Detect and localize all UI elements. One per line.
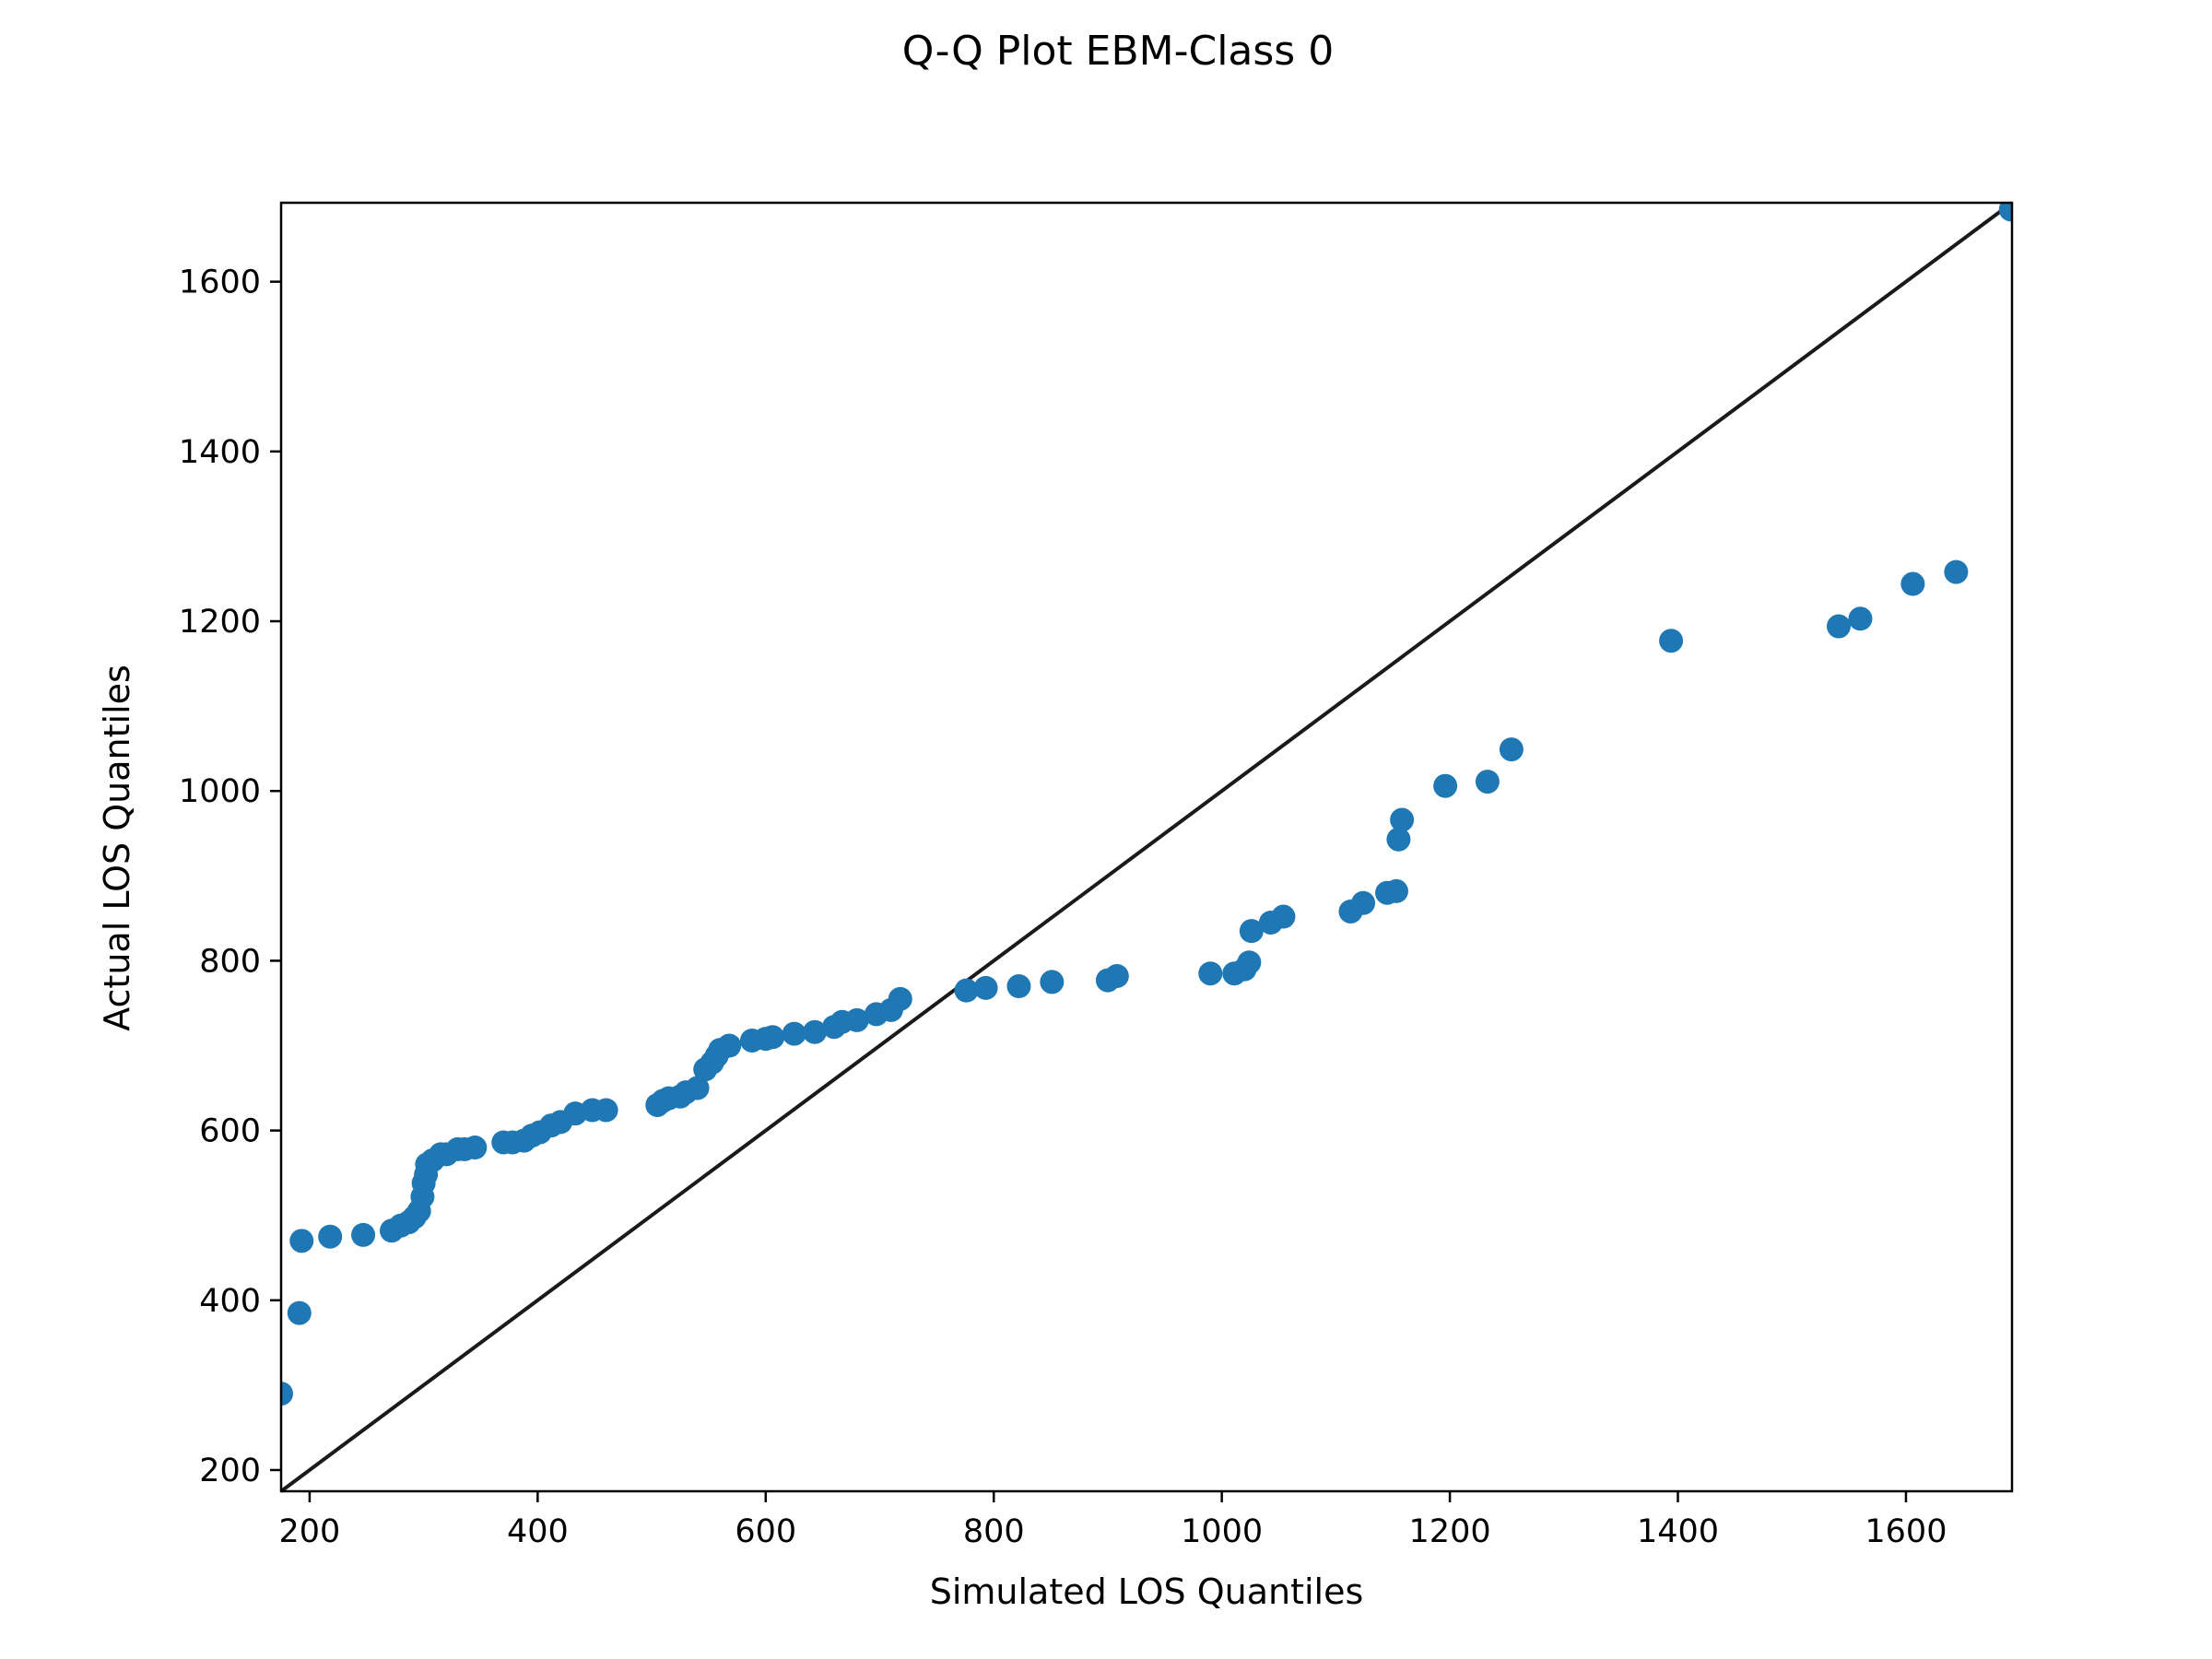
y-tick-label: 1600	[179, 265, 261, 301]
data-point	[1475, 770, 1500, 794]
x-axis-label: Simulated LOS Quantiles	[930, 1571, 1364, 1612]
data-point	[844, 1007, 869, 1032]
data-point	[1383, 878, 1408, 903]
data-point	[802, 1019, 827, 1044]
data-point	[1351, 890, 1376, 915]
y-tick-label: 600	[199, 1113, 261, 1150]
y-tick-label: 1200	[179, 604, 261, 641]
y-tick-label: 200	[199, 1453, 261, 1489]
data-point	[782, 1021, 806, 1046]
x-tick-label: 1600	[1865, 1513, 1947, 1550]
y-tick-label: 1000	[179, 773, 261, 810]
data-point	[1826, 614, 1851, 639]
plot-frame	[279, 201, 2014, 1493]
data-point	[685, 1076, 710, 1100]
y-axis: 200 400 600 800 1000 1200 1400 1600	[179, 265, 281, 1489]
data-point	[1848, 606, 1873, 631]
data-point	[1239, 919, 1264, 944]
x-tick-label: 800	[963, 1513, 1025, 1550]
data-point	[760, 1025, 785, 1050]
data-points	[281, 203, 2012, 1406]
data-point	[888, 986, 912, 1011]
data-point	[1433, 773, 1458, 798]
data-point	[1040, 970, 1065, 994]
data-point	[1659, 629, 1684, 653]
data-point	[318, 1224, 343, 1249]
x-tick-label: 1400	[1637, 1513, 1719, 1550]
data-point	[287, 1300, 312, 1325]
data-point	[281, 1382, 293, 1406]
y-tick-label: 400	[199, 1283, 261, 1320]
data-point	[1900, 571, 1925, 596]
y-axis-label: Actual LOS Quantiles	[97, 665, 137, 1031]
y-tick-label: 800	[199, 943, 261, 980]
data-point	[463, 1135, 488, 1160]
data-point	[954, 978, 979, 1003]
x-tick-label: 1200	[1409, 1513, 1491, 1550]
x-tick-label: 1000	[1181, 1513, 1263, 1550]
data-point	[1271, 904, 1296, 929]
reference-line	[279, 201, 2014, 1493]
x-axis: 200 400 600 800 1000 1200 1400 1600	[279, 1491, 1947, 1550]
x-tick-label: 400	[507, 1513, 569, 1550]
data-point	[1944, 559, 1969, 584]
x-tick-label: 200	[279, 1513, 341, 1550]
data-point	[1104, 963, 1129, 988]
data-point	[594, 1098, 618, 1123]
chart-title: Q-Q Plot EBM-Class 0	[902, 28, 1334, 75]
data-point	[351, 1222, 376, 1247]
data-point	[973, 975, 998, 1000]
data-point	[1386, 827, 1411, 852]
data-point	[289, 1229, 314, 1253]
data-point	[1237, 950, 1262, 975]
x-tick-label: 600	[735, 1513, 796, 1550]
reference-line-layer	[279, 201, 2014, 1493]
data-point	[717, 1033, 742, 1058]
data-point	[1390, 807, 1415, 832]
data-point	[1499, 737, 1524, 762]
data-point	[1198, 961, 1223, 986]
y-tick-label: 1400	[179, 434, 261, 471]
data-point	[1998, 203, 2012, 222]
data-point	[1006, 974, 1031, 999]
